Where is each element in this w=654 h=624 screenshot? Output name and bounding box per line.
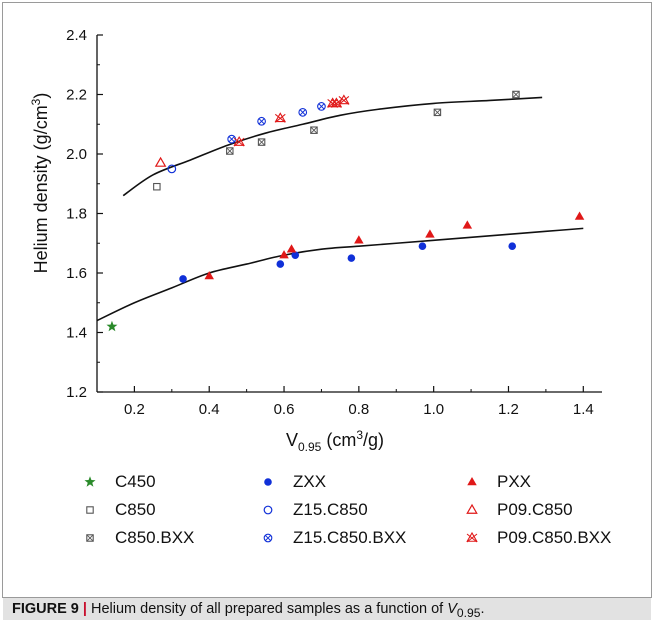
legend-item: Z15.C850.BXX <box>263 528 406 547</box>
data-point <box>204 270 214 280</box>
data-point <box>274 112 286 123</box>
legend-item: C850.BXX <box>86 528 194 547</box>
legend-label: P09.C850.BXX <box>497 528 611 547</box>
data-point <box>167 164 177 174</box>
y-tick-label: 2.2 <box>66 87 87 104</box>
legend-label: C850.BXX <box>115 528 194 547</box>
data-point <box>418 242 427 251</box>
data-point <box>257 116 266 126</box>
legend-marker <box>86 534 94 542</box>
data-point <box>347 254 356 262</box>
legend-marker <box>466 503 478 514</box>
data-point <box>291 251 300 259</box>
legend-marker <box>84 476 96 487</box>
x-tick-label: 0.6 <box>274 401 295 418</box>
data-point <box>462 220 473 229</box>
data-point <box>226 147 234 155</box>
data-point <box>512 90 520 99</box>
data-point <box>286 244 297 253</box>
legend-label: Z15.C850.BXX <box>293 528 406 547</box>
data-point <box>433 108 442 117</box>
data-point <box>317 102 326 111</box>
legend-label: ZXX <box>293 472 326 491</box>
data-point <box>338 94 350 105</box>
data-point <box>106 320 118 332</box>
data-point <box>310 126 318 134</box>
data-points <box>106 90 585 332</box>
figure-frame <box>2 2 652 598</box>
y-tick-label: 1.2 <box>66 384 87 401</box>
data-point <box>279 250 289 259</box>
x-axis-title: V0.95 (cm3/g) <box>286 428 384 454</box>
legend-marker <box>264 478 272 486</box>
legend-label: Z15.C850 <box>293 500 368 519</box>
data-point <box>298 107 308 117</box>
data-point <box>425 229 435 238</box>
data-point <box>354 235 364 244</box>
y-tick-label: 2.4 <box>66 27 87 44</box>
x-tick-label: 1.4 <box>573 401 594 418</box>
x-tick-label: 0.8 <box>348 401 369 418</box>
legend-marker <box>263 533 273 543</box>
legend-label: PXX <box>497 472 531 491</box>
legend-label: P09.C850 <box>497 500 573 519</box>
legend-item: C450 <box>84 472 156 491</box>
chart: 0.2 0.4 0.6 0.8 1.0 1.2 1.4 1.2 1.4 1.6 1.8 2.0 2.2 2… <box>29 27 611 547</box>
legend-marker <box>86 506 94 514</box>
data-point <box>257 138 266 146</box>
caption-separator: | <box>82 601 87 617</box>
legend-marker <box>467 477 477 486</box>
x-tick-label: 1.2 <box>498 401 519 418</box>
data-point <box>227 134 237 144</box>
caption-variable-subscript: 0.95 <box>456 605 481 620</box>
legend-item: PXX <box>467 472 531 491</box>
caption-text: Helium density of all prepared samples a… <box>86 601 448 617</box>
data-point <box>233 135 245 147</box>
caption-label: FIGURE 9 <box>12 601 79 617</box>
y-axis-title: Helium density (g/cm3) <box>29 93 51 274</box>
legend-item: ZXX <box>264 472 326 491</box>
data-point <box>330 97 343 108</box>
legend-item: Z15.C850 <box>263 500 368 519</box>
data-point <box>154 156 167 167</box>
figure-caption: FIGURE 9 | Helium density of all prepare… <box>3 598 651 620</box>
caption-variable: V <box>447 601 457 617</box>
fit-curves <box>96 96 584 322</box>
data-point <box>179 275 187 283</box>
legend-item: P09.C850.BXX <box>466 528 611 547</box>
fit-curve <box>96 227 584 322</box>
y-tick-label: 2.0 <box>66 146 87 163</box>
legend-item: P09.C850 <box>466 500 573 519</box>
data-point <box>276 260 285 268</box>
x-tick-label: 0.2 <box>124 401 145 418</box>
data-point <box>574 211 585 220</box>
legend-item: C850 <box>86 500 156 519</box>
legend-label: C450 <box>115 472 156 491</box>
data-point <box>508 242 517 251</box>
x-tick-label: 0.4 <box>199 401 220 418</box>
legend-marker <box>263 505 273 515</box>
fit-curve <box>122 96 543 197</box>
y-tick-label: 1.4 <box>66 325 87 342</box>
legend-marker <box>466 531 478 543</box>
x-tick-label: 1.0 <box>423 401 444 418</box>
legend-label: C850 <box>115 500 156 519</box>
y-tick-label: 1.6 <box>66 265 87 282</box>
axes: 0.2 0.4 0.6 0.8 1.0 1.2 1.4 1.2 1.4 1.6 1.8 2.0 2.2 2… <box>66 27 602 418</box>
data-point <box>153 182 161 191</box>
y-tick-label: 1.8 <box>66 206 87 223</box>
legend: C450 ZXX PXX C850 Z15.C850 P09.C850 C850.BXX Z1… <box>84 472 611 547</box>
caption-end: . <box>480 601 485 617</box>
